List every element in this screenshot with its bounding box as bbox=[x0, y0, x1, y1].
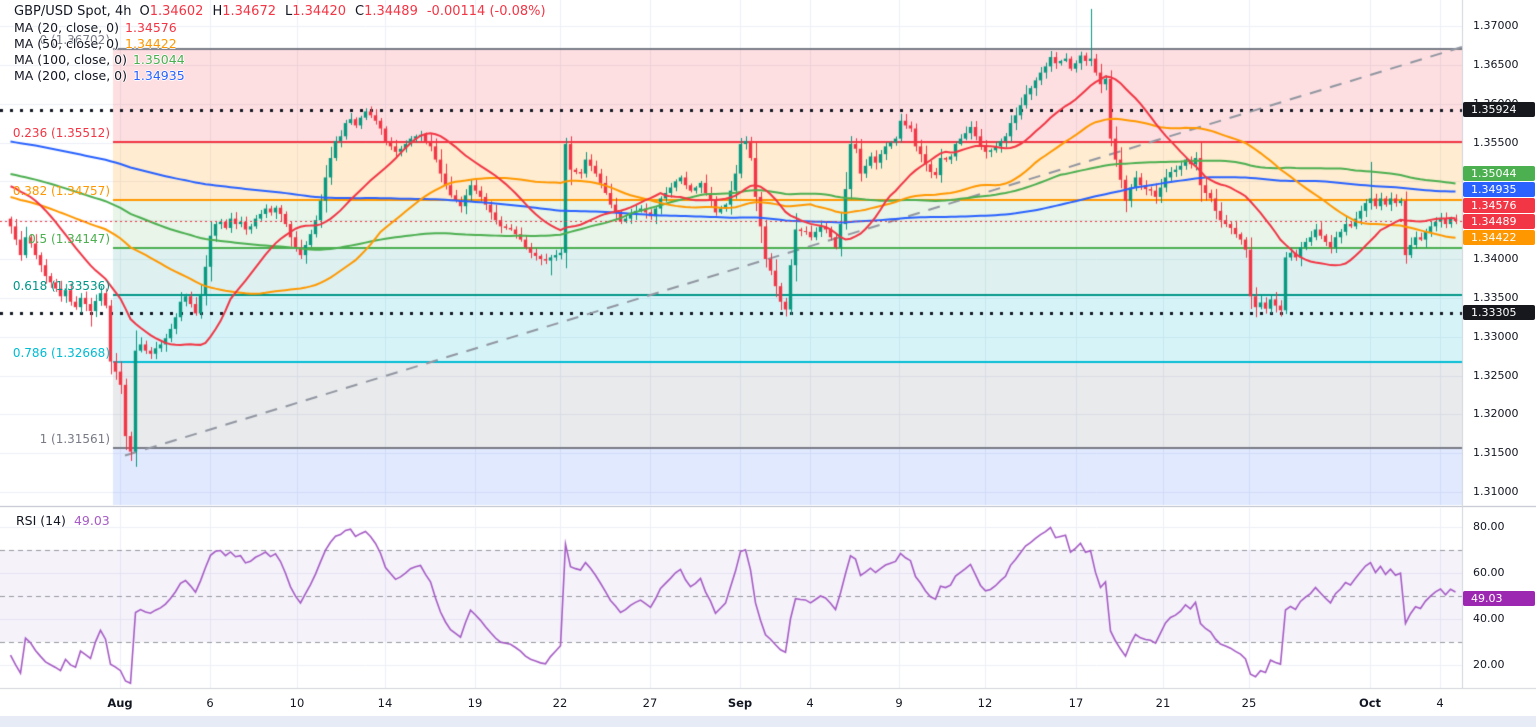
ohlc-label: O bbox=[139, 4, 150, 19]
ma-legend-value: 1.34422 bbox=[125, 36, 177, 51]
ma-legend-row[interactable]: MA (200, close, 0) 1.34935 bbox=[14, 68, 546, 84]
change-readout: -0.00114 (-0.08%) bbox=[426, 4, 546, 19]
ohlc-value: 1.34420 bbox=[292, 4, 347, 19]
ohlc-readout: O1.34602 H1.34672 L1.34420 C1.34489 bbox=[139, 4, 426, 19]
ohlc-label: C bbox=[355, 4, 365, 19]
symbol-title: GBP/USD Spot, 4h bbox=[14, 4, 132, 19]
ma-legend-value: 1.35044 bbox=[132, 52, 185, 67]
ma-legend-label: MA (200, close, 0) bbox=[14, 68, 127, 83]
ohlc-value: 1.34672 bbox=[222, 4, 276, 19]
ma-legend-label: MA (100, close, 0) bbox=[14, 52, 127, 67]
price-legend[interactable]: GBP/USD Spot, 4h O1.34602 H1.34672 L1.34420… bbox=[14, 4, 546, 84]
ohlc-label: H bbox=[212, 4, 223, 19]
rsi-value: 49.03 bbox=[73, 513, 110, 528]
ma-legend-row[interactable]: MA (50, close, 0) 1.34422 bbox=[14, 36, 546, 52]
ohlc-value: 1.34489 bbox=[364, 4, 418, 19]
ma-legend-rows: MA (20, close, 0) 1.34576 MA (50, close, 0… bbox=[14, 20, 546, 84]
ohlc-value: 1.34602 bbox=[149, 4, 204, 19]
rsi-label: RSI (14) bbox=[16, 513, 66, 528]
ma-legend-row[interactable]: MA (20, close, 0) 1.34576 bbox=[14, 20, 546, 36]
page-background-strip bbox=[0, 716, 1536, 727]
ma-legend-value: 1.34576 bbox=[125, 20, 177, 35]
ma-legend-row[interactable]: MA (100, close, 0) 1.35044 bbox=[14, 52, 546, 68]
ma-legend-value: 1.34935 bbox=[132, 68, 185, 83]
ohlc-label: L bbox=[285, 4, 293, 19]
rsi-legend[interactable]: RSI (14) 49.03 bbox=[16, 513, 110, 529]
symbol-row[interactable]: GBP/USD Spot, 4h O1.34602 H1.34672 L1.34420… bbox=[14, 4, 546, 20]
ma-legend-label: MA (50, close, 0) bbox=[14, 36, 120, 51]
ma-legend-label: MA (20, close, 0) bbox=[14, 20, 120, 35]
